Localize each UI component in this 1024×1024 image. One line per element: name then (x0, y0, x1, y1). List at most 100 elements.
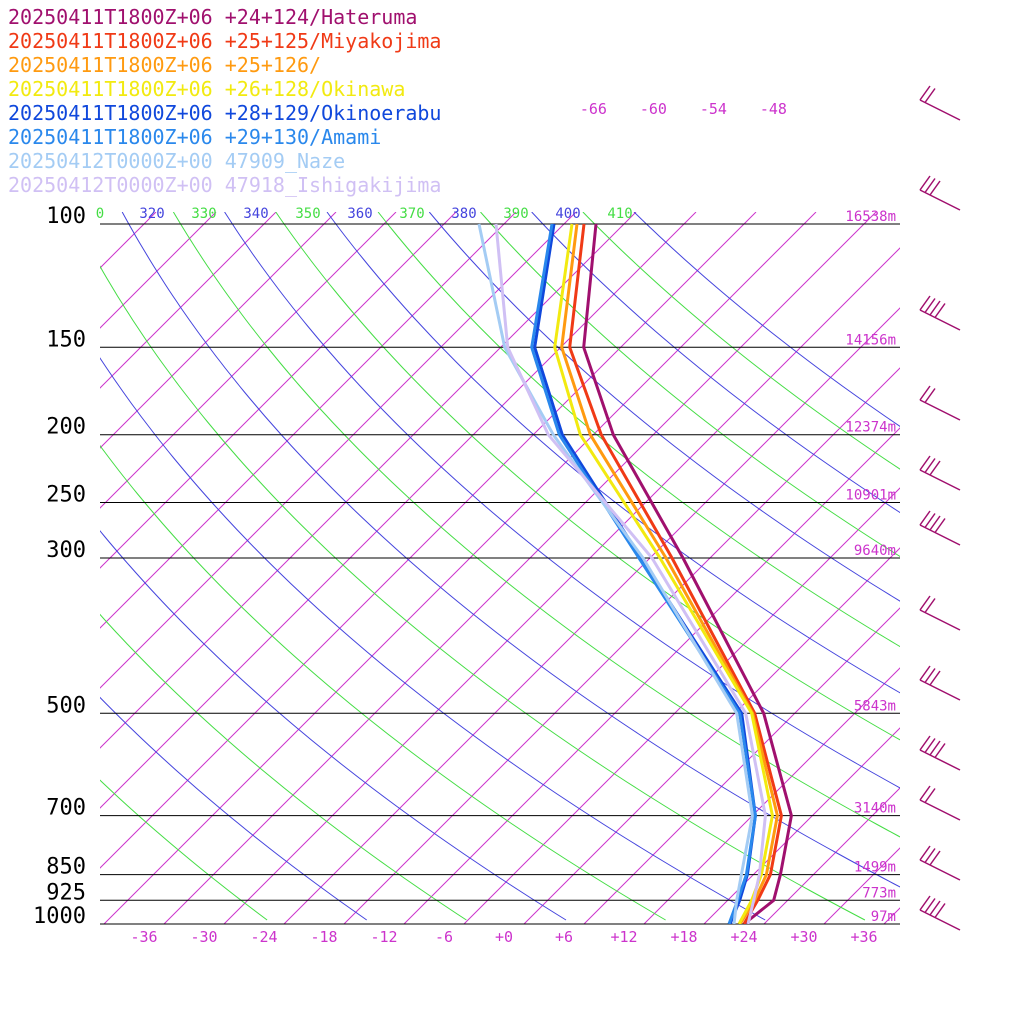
wind-barb (919, 175, 961, 211)
wind-barb-flag (929, 740, 941, 756)
wind-barb-flag (924, 738, 936, 753)
wind-barb (919, 665, 961, 701)
dry-adiabat-line (377, 212, 900, 648)
isotherm-line (823, 847, 900, 924)
wind-barb-flag (919, 845, 931, 861)
height-label: 97m (871, 909, 896, 925)
wind-barb-flag (924, 388, 936, 403)
theta-label: 380 (451, 206, 476, 222)
x-tick-label: +24 (730, 928, 757, 946)
wind-barb-staff (919, 909, 961, 931)
isotherm-line (100, 212, 517, 629)
pressure-label: 100 (46, 204, 86, 229)
isotherm-line (343, 367, 900, 924)
dry-adiabat-line (633, 212, 900, 427)
wind-barb (919, 895, 961, 931)
dry-adiabat-line (480, 212, 900, 558)
height-label: 9640m (854, 543, 896, 559)
wind-barb-flag (934, 303, 946, 318)
isotherm-line (100, 212, 697, 809)
wind-barb-flag (924, 788, 936, 803)
isotherm-line (100, 212, 217, 329)
wind-barb-flag (934, 743, 946, 758)
series-line (582, 223, 793, 924)
x-tick-label: +0 (495, 928, 513, 946)
height-label: 773m (862, 885, 896, 901)
x-tick-label: -30 (190, 928, 217, 946)
wind-barb-flag (924, 178, 936, 193)
pressure-label: 150 (46, 327, 86, 352)
x-tick-label: +12 (610, 928, 637, 946)
wind-barb-flag (924, 513, 936, 528)
pressure-label: 850 (46, 855, 86, 880)
wind-barb-staff (919, 524, 961, 546)
theta-label: 330 (191, 206, 216, 222)
pressure-label: 925 (46, 880, 86, 905)
isotherm-line (100, 212, 337, 449)
isotherm-line (703, 727, 900, 924)
wind-barb-staff (919, 679, 961, 701)
wind-barb (919, 510, 961, 546)
wind-barb-flag (919, 785, 931, 801)
x-tick-label: +18 (670, 928, 697, 946)
wind-barb (919, 595, 961, 631)
dry-adiabat-line (100, 696, 367, 921)
isotherm-line (643, 667, 900, 924)
height-label: 5843m (854, 698, 896, 714)
isotherm-line (100, 212, 577, 689)
wind-barb-flag (924, 298, 936, 313)
wind-barb-flag (919, 510, 931, 526)
legend-entry: 20250411T1800Z+06 +24+124/Hateruma (8, 5, 417, 29)
theta-label: 360 (347, 206, 372, 222)
dry-adiabat-line (100, 265, 866, 921)
isotherm-line (403, 427, 900, 924)
wind-barb-staff (919, 469, 961, 491)
wind-barb-flag (919, 455, 931, 471)
series-line (568, 223, 783, 924)
wind-barb-staff (919, 749, 961, 771)
wind-barb-flag (919, 895, 931, 911)
height-label: 10901m (845, 488, 896, 504)
wind-barb-flag (929, 460, 941, 476)
dry-adiabat-line (100, 779, 268, 921)
legend-entry: 20250412T0000Z+00 47909_Naze (8, 149, 345, 173)
wind-barb (919, 845, 961, 881)
wind-barb (919, 85, 961, 121)
wind-barb-flag (924, 898, 936, 913)
dry-adiabat-line (100, 357, 766, 921)
isotherm-line (1004, 212, 1024, 924)
series-line (494, 223, 767, 924)
legend-entry: 20250411T1800Z+06 +25+125/Miyakojima (8, 29, 441, 53)
wind-barb-flag (924, 598, 936, 613)
x-tick-label: -12 (370, 928, 397, 946)
pressure-label: 700 (46, 796, 86, 821)
legend-entry: 20250411T1800Z+06 +29+130/Amami (8, 125, 381, 149)
height-label: 1499m (854, 860, 896, 876)
wind-barb-flag (934, 903, 946, 918)
pressure-label: 500 (46, 693, 86, 718)
dry-adiabat-line (172, 212, 900, 838)
wind-barb (919, 735, 961, 771)
dry-adiabat-line (275, 212, 900, 741)
wind-barb-staff (919, 799, 961, 821)
dry-adiabat-line (100, 613, 467, 921)
wind-barb-flag (929, 515, 941, 531)
isotherm-line (100, 212, 397, 509)
x-tick-label: -24 (250, 928, 277, 946)
series-line (530, 223, 757, 924)
dry-adiabat-line (100, 530, 567, 921)
x-tick-label: -18 (310, 928, 337, 946)
isotherm-label: -60 (640, 100, 667, 118)
wind-barb-flag (919, 175, 931, 191)
legend-entry: 20250412T0000Z+00 47918_Ishigakijima (8, 173, 441, 197)
wind-barb (919, 455, 961, 491)
wind-barb-staff (919, 399, 961, 421)
isotherm-line (100, 212, 277, 389)
dry-adiabat-line (326, 212, 900, 694)
x-tick-label: +30 (790, 928, 817, 946)
wind-barb-flag (919, 85, 931, 101)
dry-adiabat-line (100, 444, 666, 921)
isotherm-line (100, 212, 757, 869)
